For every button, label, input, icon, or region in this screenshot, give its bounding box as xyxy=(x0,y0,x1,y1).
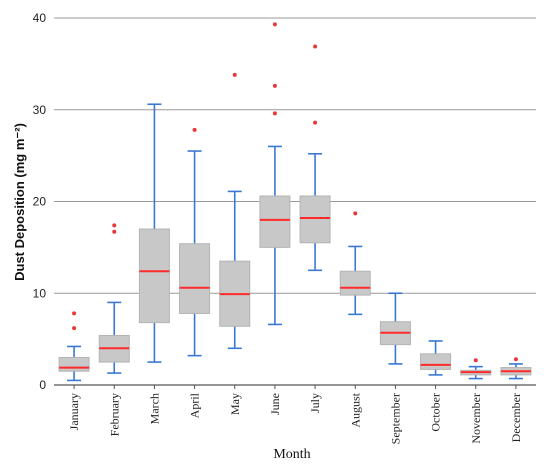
boxes xyxy=(58,22,532,382)
box-october xyxy=(420,340,452,376)
x-tick-label-march: March xyxy=(147,393,161,424)
y-tick-label-10: 10 xyxy=(33,286,47,300)
y-tick-label-20: 20 xyxy=(33,195,47,209)
x-tick-label-april: April xyxy=(188,392,202,418)
box-july xyxy=(299,44,331,272)
outlier-june-1 xyxy=(272,83,277,88)
outlier-july-1 xyxy=(313,44,318,49)
outlier-december-0 xyxy=(513,357,518,362)
box-march xyxy=(138,103,170,363)
box-november xyxy=(460,358,492,380)
x-tick-label-november: November xyxy=(469,393,483,444)
iqr-box-july xyxy=(299,195,331,244)
y-tick-label-40: 40 xyxy=(33,11,47,25)
outlier-november-0 xyxy=(473,358,478,363)
iqr-box-january xyxy=(58,356,90,372)
box-december xyxy=(500,357,532,380)
iqr-box-august xyxy=(339,270,371,296)
outlier-may-0 xyxy=(232,72,237,77)
x-tick-label-august: August xyxy=(348,392,362,427)
box-may xyxy=(219,72,251,350)
grid-lines xyxy=(54,17,536,386)
x-tick-label-january: January xyxy=(67,393,81,430)
x-tick-label-february: February xyxy=(107,393,121,436)
x-axis-ticks: January February March April May June July Augu… xyxy=(67,385,523,444)
outlier-august-0 xyxy=(353,211,358,216)
iqr-box-march xyxy=(138,228,170,324)
y-axis-ticks: 0 10 20 30 40 xyxy=(33,11,47,392)
iqr-box-april xyxy=(179,243,211,314)
y-tick-label-30: 30 xyxy=(33,103,47,117)
y-tick-label-0: 0 xyxy=(39,378,46,392)
x-tick-label-june: June xyxy=(268,393,282,415)
box-june xyxy=(259,22,291,326)
iqr-box-june xyxy=(259,195,291,248)
outlier-july-0 xyxy=(313,120,318,125)
y-axis-title: Dust Deposition (mg m⁻²) xyxy=(12,123,27,281)
outlier-january-1 xyxy=(72,311,77,316)
outlier-january-0 xyxy=(72,326,77,331)
x-tick-label-may: May xyxy=(228,393,242,415)
outlier-february-0 xyxy=(112,229,117,234)
x-axis-title: Month xyxy=(273,447,310,462)
outlier-june-2 xyxy=(272,22,277,27)
outlier-april-0 xyxy=(192,127,197,132)
box-february xyxy=(98,223,130,374)
x-tick-label-september: September xyxy=(388,393,402,444)
outlier-june-0 xyxy=(272,111,277,116)
box-april xyxy=(179,127,211,357)
iqr-box-october xyxy=(420,353,452,370)
box-august xyxy=(339,211,371,316)
box-january xyxy=(58,311,90,382)
outlier-february-1 xyxy=(112,223,117,228)
x-tick-label-december: December xyxy=(509,393,523,442)
x-tick-label-july: July xyxy=(308,393,322,413)
x-tick-label-october: October xyxy=(429,393,443,432)
box-september xyxy=(379,292,411,365)
